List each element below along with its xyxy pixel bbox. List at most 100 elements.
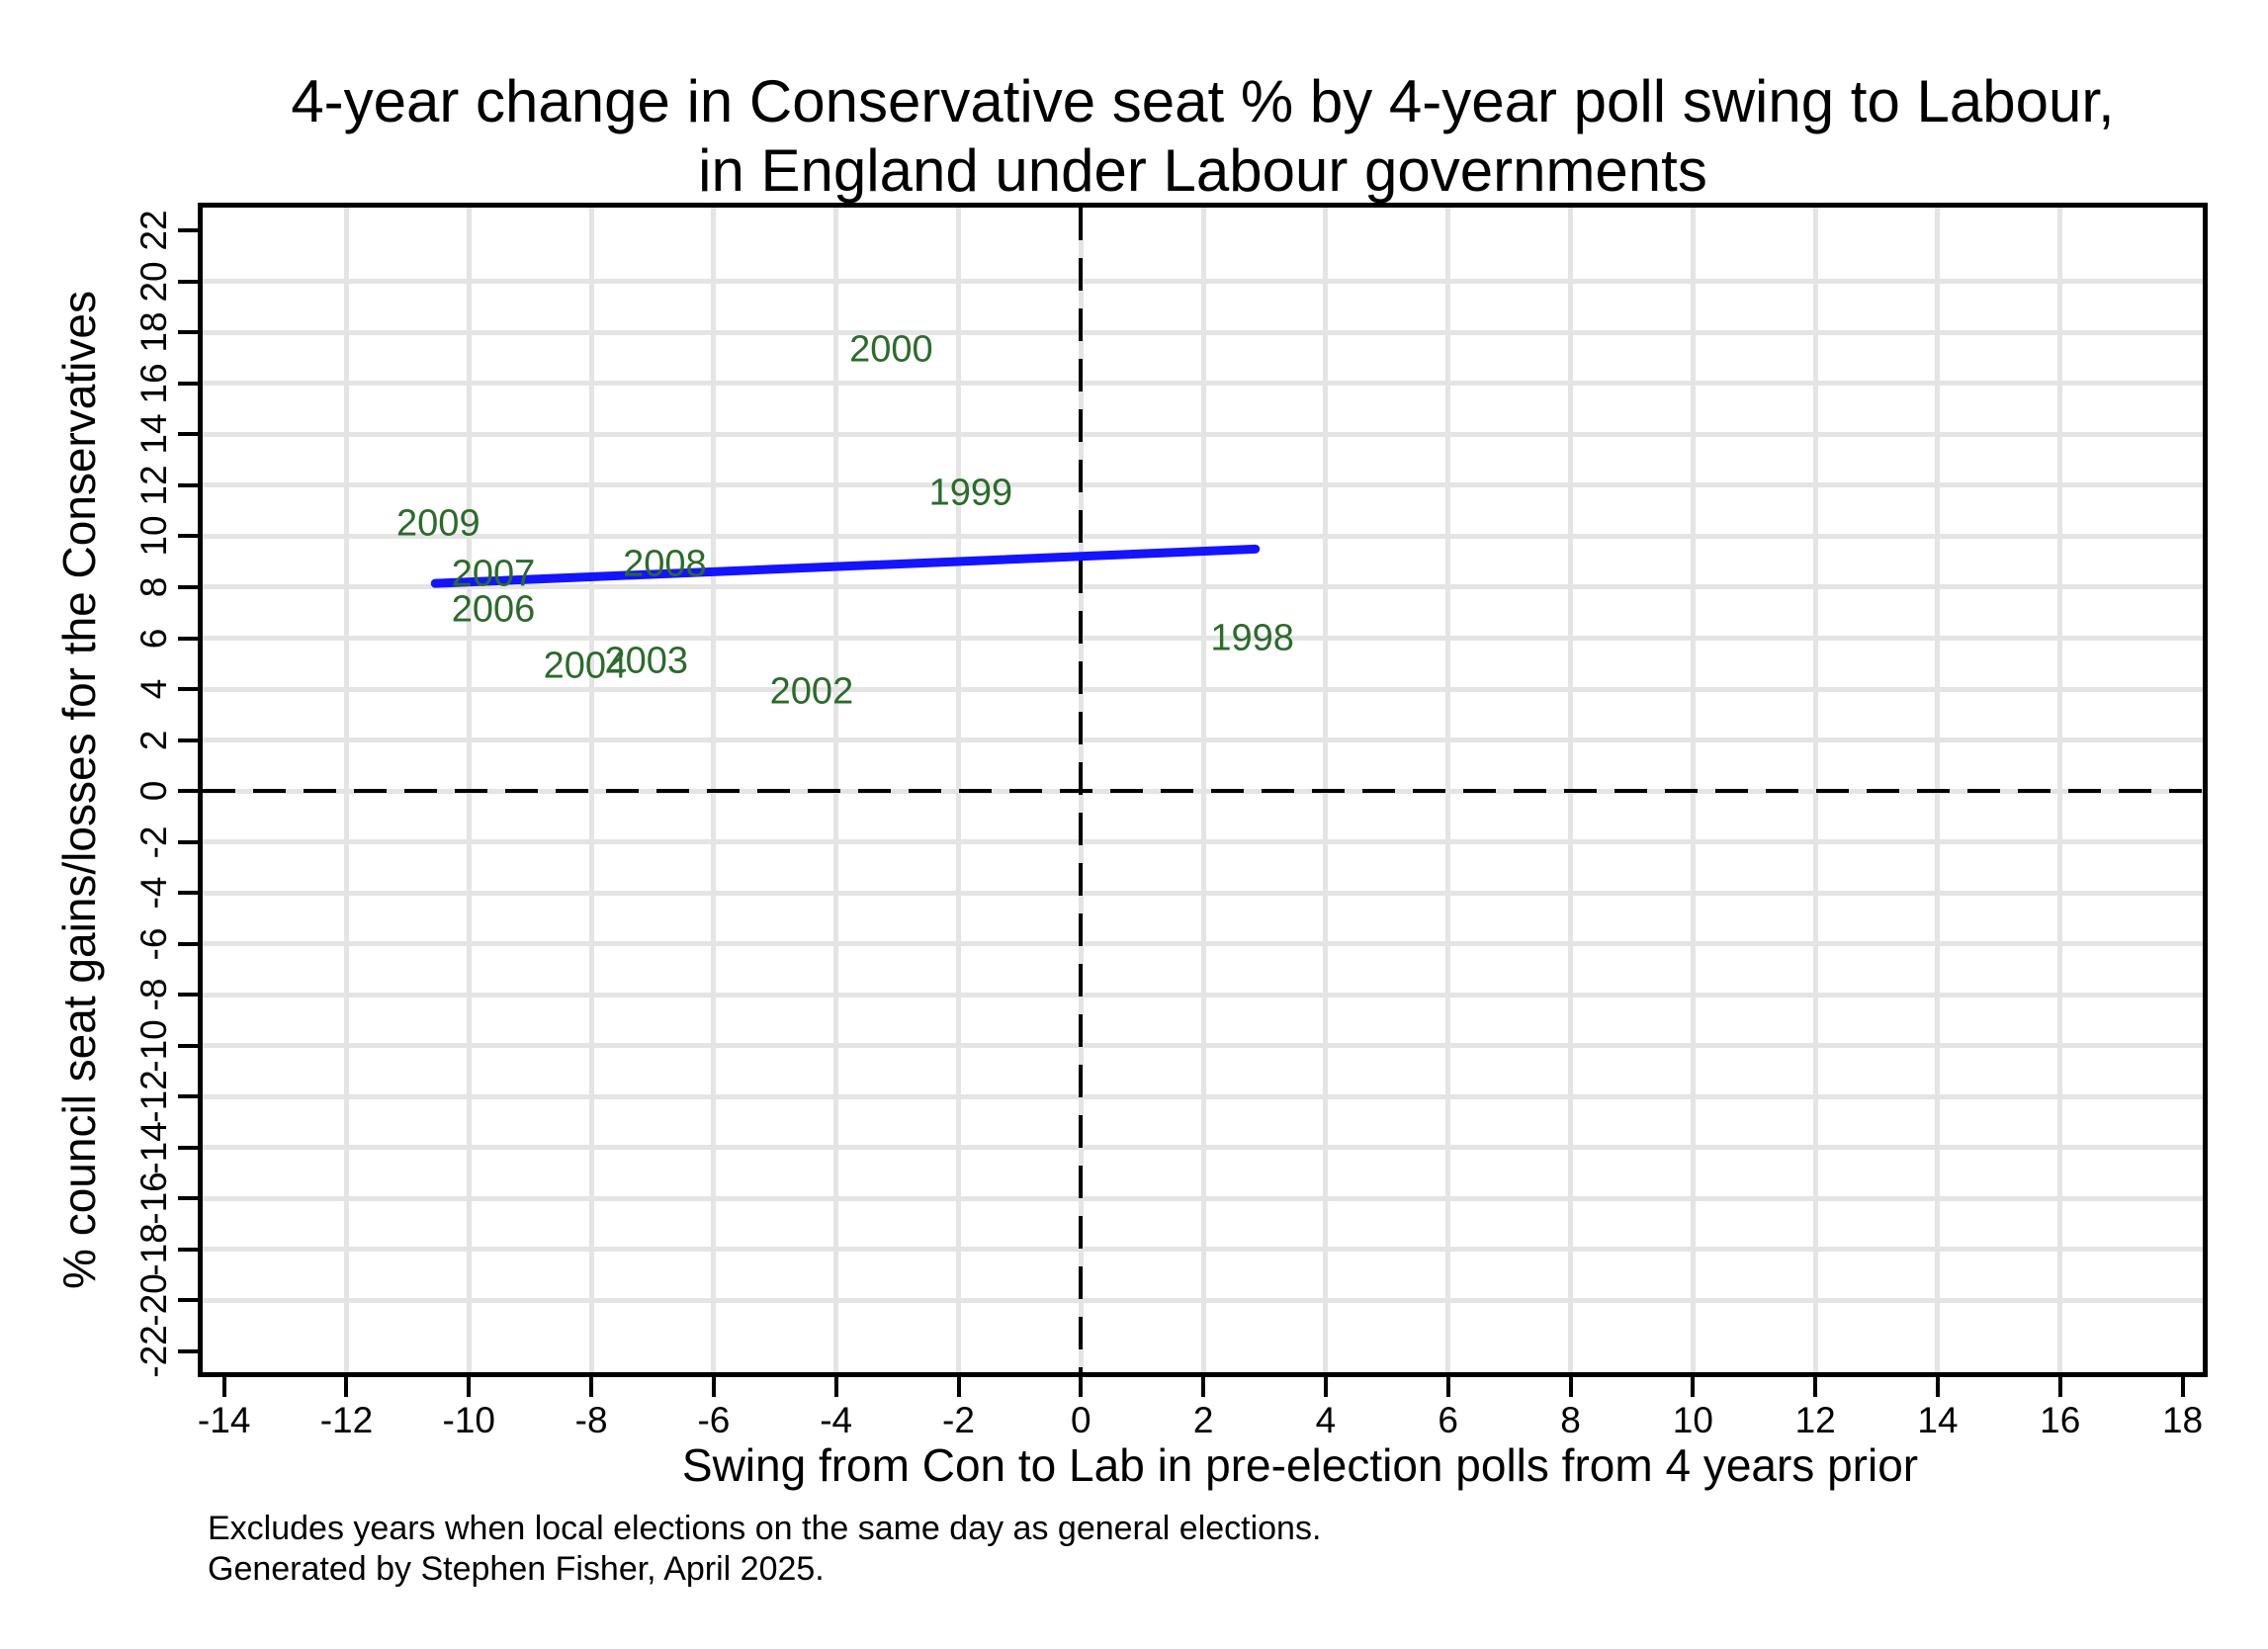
y-axis-tick-label: 2 <box>133 730 174 750</box>
x-axis-tick <box>1445 1377 1450 1397</box>
x-axis-tick-label: 14 <box>1917 1400 1959 1440</box>
gridline-horizontal <box>203 1043 2203 1049</box>
y-axis-tick <box>178 687 198 691</box>
y-axis-tick-label: -14 <box>133 1120 174 1174</box>
gridline-horizontal <box>203 1297 2203 1303</box>
x-axis-tick <box>2180 1377 2185 1397</box>
y-axis-tick-label: 14 <box>133 413 174 456</box>
y-axis-tick <box>178 1247 198 1252</box>
y-axis-tick <box>178 1094 198 1099</box>
y-axis-tick <box>178 1145 198 1150</box>
y-axis-tick-label: 20 <box>133 261 174 303</box>
gridline-horizontal <box>203 1247 2203 1253</box>
y-axis-tick-label: 0 <box>133 780 174 802</box>
y-axis-tick-label: 22 <box>133 210 174 251</box>
y-axis-tick-label: 10 <box>133 515 174 558</box>
trend-line <box>430 544 1261 588</box>
y-axis-tick-label: -20 <box>133 1273 174 1327</box>
gridline-horizontal <box>203 738 2203 743</box>
x-axis-tick-label: 12 <box>1794 1400 1836 1440</box>
y-axis-tick <box>178 1043 198 1048</box>
data-point-year-label: 2008 <box>623 543 707 585</box>
gridline-horizontal <box>203 584 2203 590</box>
x-axis-tick <box>589 1377 594 1397</box>
y-axis-tick-label: -18 <box>133 1222 174 1276</box>
y-axis-tick-label: -16 <box>133 1172 174 1225</box>
y-axis-tick-label: 4 <box>133 678 174 700</box>
gridline-horizontal <box>203 636 2203 641</box>
y-axis-tick-label: -2 <box>133 825 174 858</box>
x-axis-tick <box>344 1377 349 1397</box>
y-axis-tick <box>178 482 198 487</box>
gridline-horizontal <box>203 533 2203 539</box>
y-axis-tick <box>178 738 198 742</box>
y-axis-tick <box>178 636 198 641</box>
x-axis-tick <box>833 1377 838 1397</box>
y-axis-tick <box>178 839 198 844</box>
zero-change-dashed-line <box>203 789 2203 794</box>
x-axis-tick-label: 8 <box>1560 1400 1581 1440</box>
x-axis-tick <box>221 1377 226 1397</box>
x-axis-tick <box>1201 1377 1206 1397</box>
y-axis-tick-label: -12 <box>133 1070 174 1123</box>
y-axis-tick <box>178 584 198 589</box>
x-axis-tick-label: -2 <box>942 1400 975 1440</box>
y-axis-tick-label: 18 <box>133 311 174 354</box>
x-axis-tick <box>1568 1377 1573 1397</box>
gridline-horizontal <box>203 329 2203 335</box>
x-axis-tick <box>956 1377 961 1397</box>
gridline-horizontal <box>203 1145 2203 1151</box>
gridline-horizontal <box>203 839 2203 845</box>
y-axis-tick-label: -10 <box>133 1018 174 1073</box>
footnotes: Excludes years when local elections on t… <box>208 1509 1321 1590</box>
data-point-year-label: 1998 <box>1210 617 1294 658</box>
x-axis-tick <box>1079 1377 1084 1397</box>
x-axis-tick-label: 2 <box>1192 1400 1214 1440</box>
y-axis-tick <box>178 941 198 946</box>
y-axis-tick <box>178 534 198 539</box>
chart-title-line-1: 4-year change in Conservative seat % by … <box>291 68 2115 134</box>
footnote-line-1: Excludes years when local elections on t… <box>208 1510 1322 1547</box>
y-axis-tick <box>178 993 198 998</box>
gridline-horizontal <box>203 1093 2203 1099</box>
x-axis-title: Swing from Con to Lab in pre-election po… <box>681 1439 1919 1491</box>
data-point-year-label: 2007 <box>451 553 536 595</box>
data-point-year-label: 2000 <box>849 328 933 371</box>
y-axis-tick-label: 12 <box>133 465 174 506</box>
y-axis-tick <box>178 891 198 896</box>
x-axis-tick <box>711 1377 716 1397</box>
x-axis-tick <box>1935 1377 1940 1397</box>
gridline-horizontal <box>203 431 2203 437</box>
gridline-horizontal <box>203 941 2203 947</box>
x-axis-tick <box>1813 1377 1818 1397</box>
x-axis-tick-label: 18 <box>2161 1400 2204 1440</box>
data-point-year-label: 2006 <box>451 588 536 631</box>
y-axis-tick-label: -22 <box>133 1324 174 1378</box>
y-axis-tick <box>178 330 198 335</box>
y-axis-tick-label: 16 <box>133 363 174 404</box>
y-axis-tick <box>178 1196 198 1201</box>
y-axis-tick <box>178 228 198 233</box>
x-axis-tick-label: -14 <box>197 1400 251 1440</box>
y-axis-tick-label: 8 <box>133 576 174 598</box>
x-axis-tick-label: 10 <box>1672 1400 1713 1440</box>
plot-area: 1998 1999 2000 2002 2003 2004 2006 2007 2008 2009 <box>198 203 2208 1377</box>
gridline-horizontal <box>203 381 2203 387</box>
x-axis-tick <box>1323 1377 1328 1397</box>
x-axis-tick <box>467 1377 472 1397</box>
x-axis-tick-label: 16 <box>2040 1400 2081 1440</box>
y-axis-tick <box>178 1348 198 1353</box>
y-axis-tick <box>178 381 198 386</box>
gridline-horizontal <box>203 890 2203 896</box>
gridline-horizontal <box>203 279 2203 285</box>
data-point-year-label: 2009 <box>396 502 480 545</box>
fit-line <box>430 544 1261 588</box>
chart-title-line-2: in England under Labour governments <box>698 137 1707 204</box>
data-point-year-label: 2003 <box>604 640 689 682</box>
x-axis-tick-label: 6 <box>1438 1400 1459 1440</box>
gridline-horizontal <box>203 482 2203 488</box>
gridline-horizontal <box>203 992 2203 998</box>
data-point-year-label: 2004 <box>543 645 628 687</box>
y-axis-tick <box>178 279 198 284</box>
